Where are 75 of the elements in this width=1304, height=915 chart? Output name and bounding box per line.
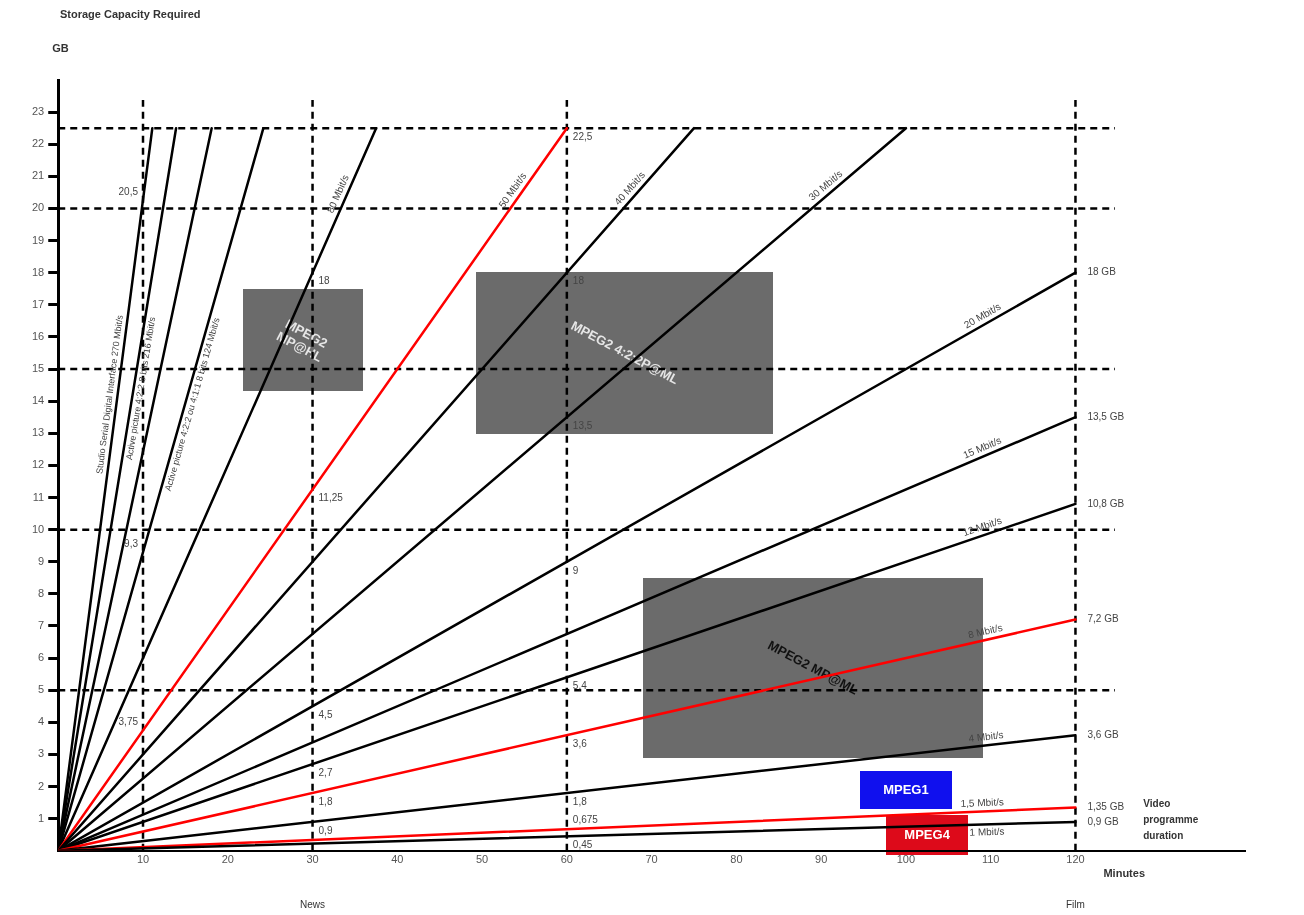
y-tick-label: 19 [31, 233, 45, 246]
x-tick-label: 90 [815, 853, 828, 866]
y-tick-label: 2 [38, 779, 45, 792]
annotation: 1,8 [318, 795, 333, 807]
annotation: 2,7 [318, 766, 333, 778]
x-axis-title: Minutes [1103, 866, 1146, 879]
annotation: 0,675 [572, 813, 599, 825]
y-tick-label: 5 [38, 683, 45, 696]
annotation: 1,8 [572, 795, 588, 807]
y-tick-label: 1 [38, 811, 45, 824]
shaded-box: MPEG1 [859, 770, 952, 809]
y-tick-label: 22 [31, 137, 45, 150]
annotation: 13,5 GB [1087, 410, 1125, 422]
annotation: 9 [572, 564, 579, 576]
y-tick-label: 17 [31, 297, 45, 310]
annotation: 11,25 [318, 492, 344, 504]
y-tick-label: 14 [31, 394, 45, 407]
annotation: 7,2 GB [1087, 613, 1119, 625]
y-tick-label: 21 [31, 169, 45, 182]
x-tick-label: 50 [475, 853, 489, 866]
text: Film [1065, 898, 1085, 910]
annotation: 1,35 GB [1087, 801, 1125, 813]
x-tick-label: 120 [1066, 853, 1085, 866]
annotation: 0,9 GB [1087, 815, 1119, 827]
chart-title: Storage Capacity Required [60, 8, 201, 20]
annotation: 18 GB [1087, 266, 1117, 278]
x-tick-label: 20 [221, 853, 234, 866]
annotation: 4,5 [318, 709, 333, 721]
annotation: 5,4 [572, 680, 588, 692]
y-tick-label: 20 [31, 201, 45, 214]
annotation: MPEG4 [904, 827, 950, 843]
annotation: MPEG1 [883, 782, 929, 798]
y-tick-label: 10 [31, 522, 45, 535]
x-tick-label: 40 [391, 853, 404, 866]
y-tick-label: 16 [31, 329, 45, 342]
y-tick-label: 8 [38, 586, 45, 599]
series-label: 1 Mbit/s [969, 825, 1005, 838]
annotation: 10,8 GB [1087, 497, 1125, 509]
text: 20 Mbit/s [961, 300, 1003, 331]
annotation: 0,9 [318, 824, 333, 836]
text: 15 Mbit/s [961, 434, 1003, 461]
text: 12 Mbit/s [961, 514, 1004, 539]
x-tick-label: 80 [730, 853, 743, 866]
annotation: 18 [318, 275, 331, 287]
annotation: 0,45 [572, 839, 593, 851]
y-tick-label: 3 [38, 747, 45, 760]
x-tick-label: 100 [896, 853, 916, 866]
x-tick-label: 60 [560, 853, 573, 866]
series-label: 1,5 Mbit/s [960, 796, 1005, 810]
y-tick-label: 18 [31, 265, 45, 278]
y-tick-label: 12 [31, 458, 45, 471]
x-tick-label: 30 [306, 853, 319, 866]
annotation: Video programme duration [1143, 797, 1200, 844]
text: Studio Serial Digital Interface 270 Mbit/s [94, 313, 125, 475]
y-tick-label: 11 [32, 490, 45, 503]
annotation: 3,75 [118, 716, 139, 728]
annotation: 3,6 [572, 737, 588, 749]
y-tick-label: 23 [31, 105, 45, 118]
y-axis-title: GB [52, 42, 69, 54]
annotation: 22,5 [572, 130, 593, 142]
y-tick-label: 9 [38, 554, 45, 567]
y-tick-label: 7 [38, 619, 45, 632]
x-tick-label: 10 [136, 853, 150, 866]
annotation: 3,6 GB [1087, 728, 1119, 740]
text: Active picture 4:2:2 8 bits 216 Mbit/s [124, 315, 158, 461]
x-tick-label: 110 [981, 853, 1000, 866]
annotation: 9,3 [124, 537, 139, 549]
annotation: 20,5 [118, 186, 139, 198]
x-tick-label: 70 [645, 853, 658, 866]
y-tick-label: 4 [38, 715, 45, 728]
y-tick-label: 6 [38, 651, 45, 664]
text: Active picture 4:2:2 ou 4:1:1 8 bits 124 Mbit/s [162, 316, 222, 493]
y-tick-label: 15 [31, 362, 45, 375]
text: News [300, 898, 326, 910]
y-tick-label: 13 [31, 426, 45, 439]
